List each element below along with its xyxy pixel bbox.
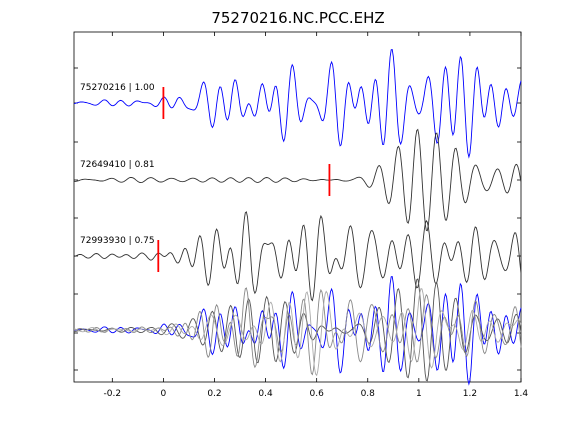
overlay-trace xyxy=(73,287,522,376)
trace-label: 75270216 | 1.00 xyxy=(80,83,155,93)
trace-label: 72649410 | 0.81 xyxy=(80,160,155,170)
trace-labels: 75270216 | 1.00 72649410 | 0.81 72993930 |… xyxy=(80,83,155,246)
overlay-trace xyxy=(73,275,522,386)
x-tick-label: 1.4 xyxy=(514,389,529,399)
x-tick-label: 0.8 xyxy=(361,389,376,399)
x-tick-label: 1 xyxy=(416,389,422,399)
x-tick-label: 0.6 xyxy=(309,389,324,399)
axes-frame xyxy=(73,31,522,383)
overlay-trace xyxy=(73,287,522,377)
waveform-trace xyxy=(73,211,522,302)
waveform-trace xyxy=(73,48,522,159)
x-tick-label: 0.2 xyxy=(207,389,221,399)
waveform-trace xyxy=(74,128,522,232)
x-axis: -0.2 0 0.2 0.4 0.6 0.8 1 1.2 1.4 xyxy=(104,32,529,399)
x-tick-label: -0.2 xyxy=(104,389,122,399)
x-tick-label: 0 xyxy=(161,389,167,399)
x-tick-label: 0.4 xyxy=(258,389,273,399)
trace-label: 72993930 | 0.75 xyxy=(80,236,155,246)
pick-markers xyxy=(157,87,331,272)
x-tick-label: 1.2 xyxy=(463,389,477,399)
waveform-traces xyxy=(73,48,522,386)
chart-title: 75270216.NC.PCC.EHZ xyxy=(211,9,384,27)
